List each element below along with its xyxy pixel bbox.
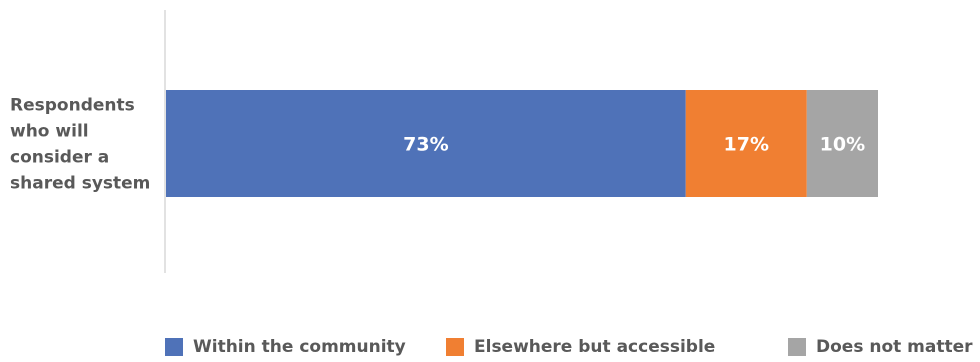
legend-item-elsewhere-accessible: Elsewhere but accessible <box>446 337 715 357</box>
bar-segment-0 <box>166 90 686 197</box>
legend-swatch-does-not-matter <box>788 338 806 356</box>
data-label-0: 73% <box>403 134 448 156</box>
bar-segment-1 <box>685 90 807 197</box>
legend-label-elsewhere-accessible: Elsewhere but accessible <box>474 337 716 357</box>
data-label-2: 10% <box>820 134 865 156</box>
category-label-line: Respondents <box>10 96 135 116</box>
legend-label-does-not-matter: Does not matter <box>816 337 973 357</box>
bar-segments: 73% 17% 10% <box>166 90 878 197</box>
category-label: Respondents who will consider a shared syst… <box>10 96 150 194</box>
legend-swatch-elsewhere-accessible <box>446 338 464 356</box>
legend-label-within-community: Within the community <box>193 337 406 357</box>
legend: Within the community Elsewhere but acces… <box>0 337 980 357</box>
category-label-line: consider a <box>10 148 109 168</box>
category-label-line: shared system <box>10 174 150 194</box>
bar-segment-2 <box>806 90 878 197</box>
legend-item-does-not-matter: Does not matter <box>788 337 973 357</box>
data-label-1: 17% <box>724 134 769 156</box>
legend-item-within-community: Within the community <box>165 337 406 357</box>
category-label-line: who will <box>10 122 89 142</box>
legend-swatch-within-community <box>165 338 183 356</box>
